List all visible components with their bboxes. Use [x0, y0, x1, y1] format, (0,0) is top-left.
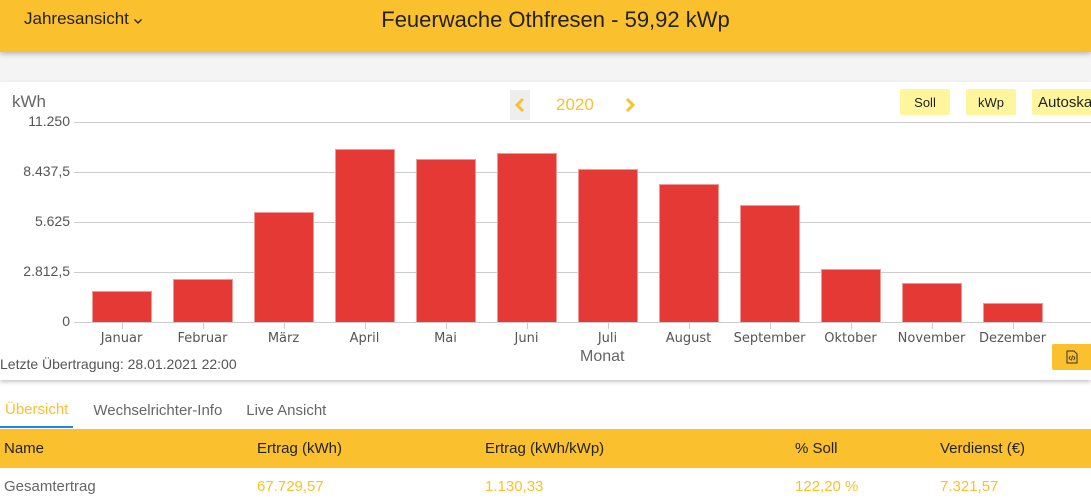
bar-november[interactable] — [901, 283, 962, 322]
x-tick — [445, 323, 447, 329]
chevron-right-icon — [625, 97, 635, 113]
x-tick — [283, 323, 285, 329]
column-header-yield-kwh-kwp: Ertrag (kWh/kWp) — [485, 440, 605, 457]
bar-januar[interactable] — [91, 291, 152, 322]
x-tick — [850, 323, 852, 329]
x-tick-label: Dezember — [978, 331, 1047, 346]
tab-inverter-info[interactable]: Wechselrichter-Info — [93, 401, 223, 419]
x-tick-label: Februar — [177, 331, 228, 346]
kwp-toggle-button[interactable]: kWp — [966, 89, 1016, 115]
chevron-down-icon — [133, 18, 142, 24]
cell-yield-kwh: 67.729,57 — [257, 478, 324, 495]
x-tick-label: April — [349, 331, 380, 346]
y-tick-label: 0 — [62, 313, 70, 329]
bar-august[interactable] — [658, 184, 719, 322]
x-tick-label: Juni — [514, 331, 539, 346]
x-tick — [688, 323, 690, 329]
view-select-dropdown[interactable]: Jahresansicht — [24, 9, 143, 29]
cell-earnings: 7.321,57 — [940, 478, 999, 495]
year-label: 2020 — [556, 95, 594, 114]
summary-table: Name Ertrag (kWh) Ertrag (kWh/kWp) % Sol… — [0, 429, 1091, 502]
bar-chart: 0 2.812,5 5.625 8.437,5 11.250 Januar Februar M… — [0, 82, 1091, 380]
cell-percent-target: 122,20 % — [795, 478, 859, 495]
bar-februar[interactable] — [172, 279, 233, 322]
x-tick — [1012, 323, 1014, 329]
y-tick-label: 11.250 — [28, 113, 70, 129]
chart-panel: kWh 2020 Soll kWp Autoska 0 2.812,5 5.625 8… — [0, 82, 1091, 380]
x-tick-label: August — [665, 331, 712, 346]
cell-name: Gesamtertrag — [4, 478, 96, 495]
x-tick-label: Juli — [597, 331, 618, 346]
export-button[interactable] — [1052, 344, 1091, 370]
year-navigator: 2020 — [510, 90, 640, 120]
x-tick — [364, 323, 366, 329]
x-tick — [769, 323, 771, 329]
x-axis-title: Monat — [580, 348, 625, 365]
x-tick-label: Mai — [434, 331, 457, 346]
gridline — [74, 322, 1091, 323]
x-tick-label: September — [733, 331, 806, 346]
next-year-button[interactable] — [620, 90, 640, 120]
y-tick-label: 5.625 — [34, 213, 70, 229]
page-title: Feuerwache Othfresen - 59,92 kWp — [381, 7, 730, 32]
y-axis-unit-label: kWh — [12, 92, 46, 111]
x-tick-label: März — [267, 331, 300, 346]
x-tick — [931, 323, 933, 329]
x-tick-label: Oktober — [824, 331, 877, 346]
bar-dezember[interactable] — [982, 303, 1043, 322]
gridline — [74, 122, 1091, 123]
table-header: Name Ertrag (kWh) Ertrag (kWh/kWp) % Sol… — [0, 429, 1091, 468]
top-bar: Jahresansicht Feuerwache Othfresen - 59,… — [0, 0, 1091, 52]
tab-bar: Übersicht Wechselrichter-Info Live Ansic… — [0, 392, 346, 428]
x-tick — [526, 323, 528, 329]
soll-toggle-button[interactable]: Soll — [900, 89, 950, 115]
tab-live-view[interactable]: Live Ansicht — [246, 401, 327, 419]
y-tick-label: 2.812,5 — [23, 263, 70, 279]
x-tick — [121, 323, 123, 329]
bar-märz[interactable] — [253, 212, 314, 322]
autoscale-toggle-button[interactable]: Autoska — [1032, 89, 1091, 115]
x-tick — [607, 323, 609, 329]
y-tick-label: 8.437,5 — [23, 163, 70, 179]
x-tick — [202, 323, 204, 329]
bar-september[interactable] — [739, 205, 800, 322]
bar-juli[interactable] — [577, 169, 638, 322]
x-tick-label: November — [897, 331, 966, 346]
last-transfer-status: Letzte Übertragung: 28.01.2021 22:00 — [0, 356, 237, 372]
bar-mai[interactable] — [415, 159, 476, 322]
cell-yield-kwh-kwp: 1.130,33 — [485, 478, 544, 495]
background-strip — [0, 52, 1091, 82]
code-file-icon — [1066, 350, 1077, 364]
tab-overview[interactable]: Übersicht — [0, 392, 74, 428]
view-select-label: Jahresansicht — [24, 9, 129, 28]
chevron-left-icon — [514, 97, 525, 113]
table-row: Gesamtertrag 67.729,57 1.130,33 122,20 %… — [0, 468, 1091, 502]
column-header-yield-kwh: Ertrag (kWh) — [257, 440, 343, 457]
column-header-name: Name — [4, 440, 45, 457]
bar-april[interactable] — [334, 149, 395, 322]
x-tick-label: Januar — [100, 331, 143, 346]
column-header-percent-target: % Soll — [795, 440, 838, 457]
bar-juni[interactable] — [496, 153, 557, 322]
column-header-earnings: Verdienst (€) — [940, 440, 1026, 457]
previous-year-button[interactable] — [510, 90, 530, 120]
bar-oktober[interactable] — [820, 269, 881, 322]
